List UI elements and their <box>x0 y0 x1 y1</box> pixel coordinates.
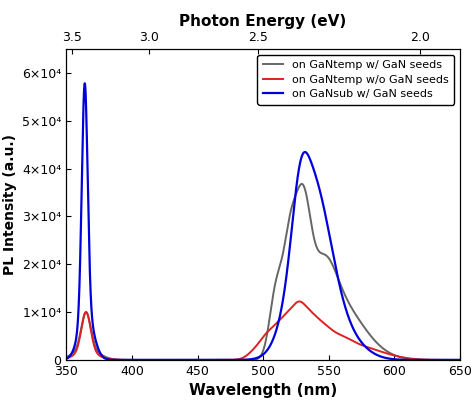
on GaNsub w/ GaN seeds <box>374 352 379 357</box>
on GaNtemp w/o GaN seeds <box>129 357 135 362</box>
on GaNsub w/ GaN seeds <box>50 357 56 362</box>
on GaNtemp w/o GaN seeds <box>310 311 316 316</box>
on GaNtemp w/ GaN seeds <box>129 357 135 362</box>
on GaNsub w/ GaN seeds <box>406 357 412 362</box>
on GaNtemp w/o GaN seeds <box>50 357 56 362</box>
on GaNtemp w/ GaN seeds <box>50 357 56 362</box>
on GaNtemp w/o GaN seeds <box>374 348 379 353</box>
on GaNtemp w/ GaN seeds <box>406 356 412 361</box>
on GaNsub w/ GaN seeds <box>82 81 88 86</box>
on GaNtemp w/o GaN seeds <box>216 357 221 362</box>
Line: on GaNsub w/ GaN seeds: on GaNsub w/ GaN seeds <box>53 83 474 360</box>
on GaNtemp w/o GaN seeds <box>406 356 412 361</box>
Y-axis label: PL Intensity (a.u.): PL Intensity (a.u.) <box>2 134 17 275</box>
on GaNtemp w/ GaN seeds <box>182 357 188 362</box>
Line: on GaNtemp w/ GaN seeds: on GaNtemp w/ GaN seeds <box>53 184 474 360</box>
on GaNsub w/ GaN seeds <box>129 357 135 362</box>
Line: on GaNtemp w/o GaN seeds: on GaNtemp w/o GaN seeds <box>53 301 474 360</box>
on GaNtemp w/o GaN seeds <box>332 329 337 334</box>
on GaNsub w/ GaN seeds <box>148 357 154 362</box>
on GaNsub w/ GaN seeds <box>332 261 337 265</box>
on GaNsub w/ GaN seeds <box>216 357 222 362</box>
on GaNtemp w/ GaN seeds <box>332 268 337 273</box>
X-axis label: Wavelength (nm): Wavelength (nm) <box>189 383 337 398</box>
on GaNtemp w/ GaN seeds <box>310 231 316 236</box>
on GaNtemp w/ GaN seeds <box>216 357 221 362</box>
on GaNtemp w/o GaN seeds <box>297 299 302 304</box>
on GaNtemp w/o GaN seeds <box>185 357 191 362</box>
X-axis label: Photon Energy (eV): Photon Energy (eV) <box>180 13 346 29</box>
Legend: on GaNtemp w/ GaN seeds, on GaNtemp w/o GaN seeds, on GaNsub w/ GaN seeds: on GaNtemp w/ GaN seeds, on GaNtemp w/o … <box>257 55 454 105</box>
on GaNtemp w/ GaN seeds <box>299 182 305 187</box>
on GaNtemp w/ GaN seeds <box>374 340 379 345</box>
on GaNsub w/ GaN seeds <box>310 165 316 170</box>
